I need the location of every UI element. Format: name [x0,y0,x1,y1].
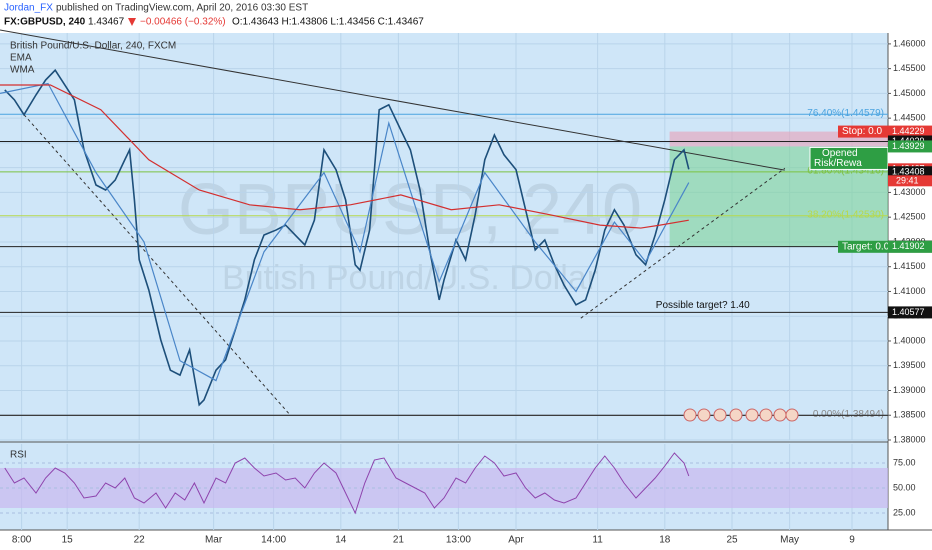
price-tag [888,240,932,253]
author[interactable]: Jordan_FX [4,3,53,14]
event-icon[interactable] [773,408,787,422]
y-tick-label: 1.44500 [893,113,926,123]
x-tick-label: 14:00 [261,535,286,546]
x-tick-label: 9 [849,535,855,546]
series-line [0,82,690,382]
countdown: 29:41 [896,176,919,186]
price-tag-label: 1.43929 [892,141,925,151]
y-tick-label: 1.41000 [893,286,926,296]
x-tick-label: 18 [659,535,671,546]
event-icon[interactable] [729,408,743,422]
y-tick-label: 1.38000 [893,434,926,444]
label-text: Stop: 0.0 [842,126,882,137]
y-tick-label: 1.45000 [893,88,926,98]
header-bg [0,0,932,33]
note: Possible target? 1.40 [656,300,750,311]
x-tick-label: 11 [592,535,603,546]
label-text: Risk/Rewa [814,158,862,169]
y-tick-label: 1.43000 [893,187,926,197]
price-tag [888,166,932,179]
event-icon[interactable] [745,408,759,422]
label-box [838,240,888,253]
x-tick-label: 15 [62,535,74,546]
countdown-box [888,175,932,187]
y-tick-label: 1.39500 [893,360,926,370]
series-line [0,84,689,229]
legend-entry: WMA [10,65,35,76]
y-tick-label: 1.45500 [893,63,926,73]
x-tick-label: 14 [335,535,347,546]
x-tick-label: 22 [134,535,146,546]
x-tick-label: 21 [393,535,405,546]
y-tick-label: 1.42500 [893,212,926,222]
x-tick-label: May [780,535,799,546]
trend-line [580,167,786,319]
down-arrow [128,18,136,26]
series-line [4,68,690,407]
y-tick-label: 50.00 [893,482,916,492]
plot-layer: GBPUSD, 240 British Pound/U.S. Dollar 8:00… [0,29,932,546]
x-tick-label: 13:00 [446,535,471,546]
series-line [4,452,690,515]
price-tag-label: 1.41902 [892,241,925,251]
ohlc: O:1.43643 H:1.43806 L:1.43456 C:1.43467 [232,17,424,28]
fib-label: 38.20%(1.42530) [807,209,884,220]
fib-label: 61.80%(1.43416) [807,165,884,176]
price-tag-label: 1.44229 [892,126,925,136]
legend-entry: EMA [10,53,32,64]
x-tick-label: Apr [508,535,524,546]
symbol: FX:GBPUSD, 240 [4,17,86,28]
label-text: Target: 0.0 [842,241,890,252]
last-price: 1.43467 [88,17,125,28]
price-tag [888,140,932,153]
x-tick-label: 8:00 [12,535,32,546]
published: published on TradingView.com, April 20, … [56,3,308,14]
event-icon[interactable] [759,408,773,422]
trend-line [0,29,785,171]
event-icons [683,408,799,422]
event-icon[interactable] [713,408,727,422]
label-box [809,146,889,170]
x-tick-label: Mar [205,535,223,546]
label-box [838,125,888,138]
y-tick-label: 25.00 [893,507,916,517]
y-tick-label: 1.38500 [893,410,926,420]
legend-entry: British Pound/U.S. Dollar, 240, FXCM [10,41,176,52]
watermark: GBPUSD, 240 [178,170,642,250]
stop-zone [669,131,888,147]
price-tag-label: 1.43408 [892,167,925,177]
y-tick-label: 1.41500 [893,261,926,271]
y-tick-label: 1.40000 [893,335,926,345]
y-tick-label: 1.46000 [893,38,926,48]
price-tag [888,306,932,319]
watermark: British Pound/U.S. Dollar [222,259,598,297]
fib-label: 76.40%(1.44579) [807,108,884,119]
fib-label: 0.00%(1.38494) [813,409,884,420]
change: −0.00466 (−0.32%) [140,17,226,28]
x-tick-label: 25 [726,535,738,546]
event-icon[interactable] [697,408,711,422]
event-icon[interactable] [683,408,697,422]
y-tick-label: 1.39000 [893,385,926,395]
y-tick-label: 75.00 [893,457,916,467]
price-tag-label: 1.40577 [892,307,925,317]
price-axis-bg [888,33,932,550]
trend-line [23,114,291,416]
panel-title: RSI [10,450,27,461]
label-text: Opened [822,148,858,159]
price-tag [888,125,932,138]
event-icon[interactable] [785,408,799,422]
